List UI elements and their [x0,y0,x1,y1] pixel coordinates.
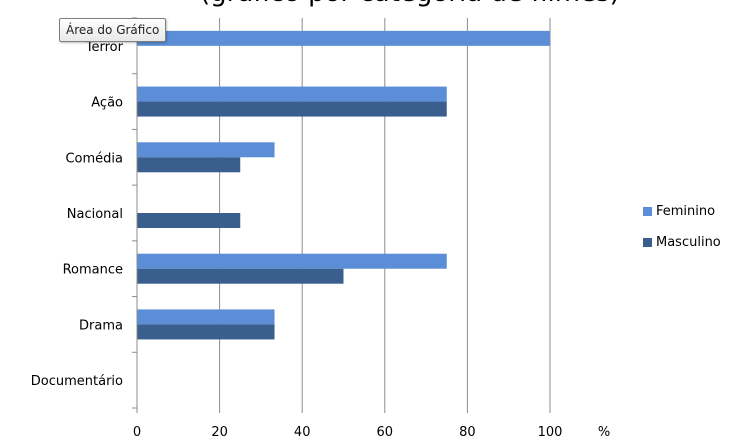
bar-feminino-4 [137,253,447,269]
category-label-6: Documentário [31,374,123,389]
legend-swatch-feminino [643,207,652,216]
legend-label-feminino: Feminino [656,204,716,219]
chart-title-fragment: (gráfico por categoria de filmes) [0,0,735,8]
bar-masculino-2 [137,157,241,173]
bar-feminino-0 [137,30,550,46]
x-tick-label-0: 0 [133,425,141,440]
category-label-2: Comédia [65,151,123,166]
x-tick-label-20: 20 [211,425,228,440]
legend-label-masculino: Masculino [656,235,721,250]
category-label-0: Terror [85,40,124,55]
x-tick-label-40: 40 [294,425,311,440]
bar-feminino-2 [137,142,275,158]
category-label-1: Ação [91,96,123,111]
bar-feminino-1 [137,86,447,102]
bar-masculino-4 [137,268,344,284]
x-tick-label-80: 80 [459,425,476,440]
legend-item-masculino: Masculino [643,235,721,250]
bar-masculino-1 [137,101,447,117]
x-tick-label-60: 60 [377,425,394,440]
bar-feminino-5 [137,309,275,325]
bar-masculino-3 [137,213,241,228]
category-label-5: Drama [79,318,123,333]
x-tick-label-100: 100 [538,425,563,440]
chart-area-tooltip: Área do Gráfico [59,18,167,42]
legend-item-feminino: Feminino [643,204,715,219]
bar-masculino-5 [137,324,275,340]
x-axis-unit: % [598,425,610,440]
category-label-3: Nacional [67,207,123,222]
legend-swatch-masculino [643,238,652,247]
category-label-4: Romance [63,263,123,278]
